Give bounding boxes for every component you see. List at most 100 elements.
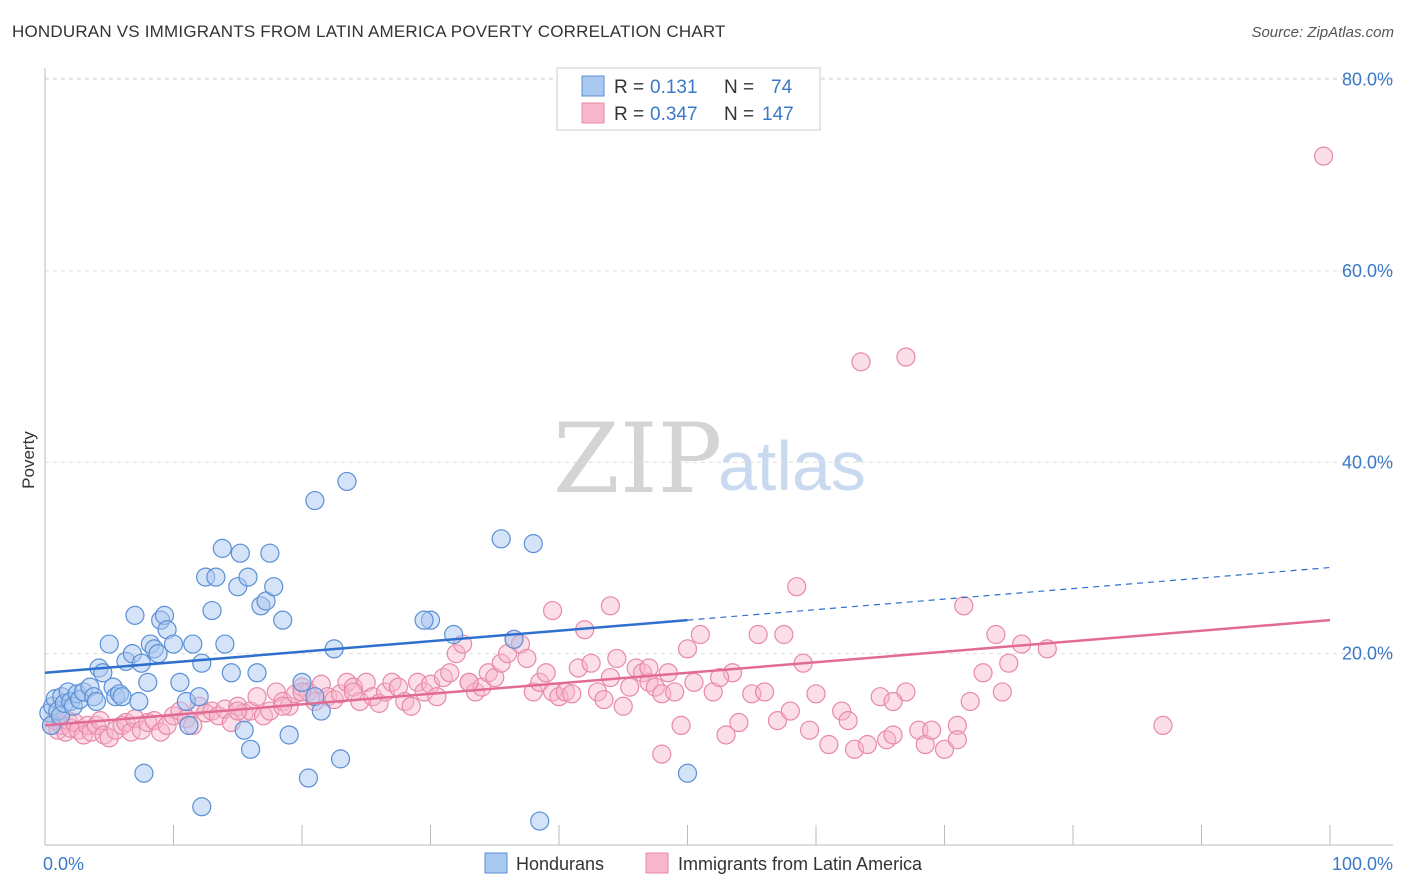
watermark-zip: ZIP (553, 403, 722, 515)
hondurans-point-64 (311, 701, 331, 721)
immigrants-point-89 (568, 658, 588, 678)
immigrants-point-150 (600, 596, 621, 616)
immigrants-point-109 (703, 682, 723, 702)
immigrants-point-42 (266, 682, 286, 702)
immigrants-point-74 (472, 677, 492, 697)
bottom-legend-swatch-hondurans (484, 852, 508, 874)
hondurans-point-37 (170, 672, 190, 692)
immigrants-point-88 (562, 684, 582, 704)
hondurans-point-70 (192, 797, 212, 817)
immigrants-trend-line (44, 618, 1331, 727)
immigrants-point-132 (915, 734, 935, 755)
immigrants-point-106 (677, 639, 698, 659)
hondurans-point-48 (221, 663, 241, 683)
immigrants-point-140 (992, 682, 1012, 702)
x-tick-label-max: 100.0% (1332, 854, 1393, 874)
hondurans-point-51 (234, 720, 254, 740)
hondurans-point-50 (230, 543, 250, 563)
immigrants-point-157 (883, 691, 903, 712)
immigrants-point-139 (986, 624, 1006, 645)
immigrants-point-120 (799, 720, 820, 740)
hondurans-point-75 (677, 763, 698, 783)
immigrants-point-83 (530, 672, 550, 692)
x-tick-label-min: 0.0% (43, 854, 84, 874)
immigrants-point-125 (844, 739, 865, 759)
immigrants-point-141 (999, 653, 1019, 673)
legend-r-value-1: 0.131 (650, 77, 698, 98)
immigrants-point-39 (247, 687, 267, 707)
immigrants-point-156 (710, 667, 730, 688)
legend-n-label-1: N = (724, 77, 754, 98)
hondurans-point-41 (189, 687, 209, 707)
hondurans-point-26 (125, 605, 145, 625)
immigrants-point-147 (896, 347, 916, 367)
hondurans-point-66 (330, 749, 351, 769)
immigrants-point-151 (787, 577, 807, 597)
immigrants-point-127 (870, 687, 890, 707)
hondurans-point-46 (212, 538, 232, 558)
immigrants-point-133 (922, 720, 942, 740)
hondurans-point-62 (298, 768, 319, 788)
legend-n-label-2: N = (724, 104, 754, 125)
legend-r-value-2: 0.347 (650, 104, 698, 125)
immigrants-point-95 (607, 648, 627, 669)
immigrants-point-145 (1313, 146, 1334, 166)
immigrants-point-149 (652, 744, 672, 764)
immigrants-point-112 (729, 712, 749, 733)
immigrants-point-70 (446, 644, 466, 664)
immigrants-point-110 (716, 725, 736, 745)
chart-source: Source: ZipAtlas.com (1251, 24, 1394, 41)
immigrants-point-126 (857, 734, 878, 755)
trend-lines (44, 566, 1331, 727)
bottom-legend-label-immigrants: Immigrants from Latin America (678, 854, 923, 874)
hondurans-point-52 (238, 567, 258, 587)
legend-swatch-immigrants (581, 102, 605, 124)
hondurans-point-19 (99, 634, 119, 654)
immigrants-point-144 (1153, 715, 1173, 736)
hondurans-point-23 (112, 687, 132, 707)
immigrants-point-65 (414, 682, 434, 702)
immigrants-point-130 (896, 682, 916, 702)
hondurans-point-74 (530, 811, 550, 831)
immigrants-point-84 (536, 663, 556, 683)
hondurans-point-61 (292, 672, 312, 692)
hondurans-point-16 (86, 691, 107, 712)
hondurans-point-68 (305, 490, 325, 511)
hondurans-point-27 (129, 691, 149, 712)
y-axis-title: Poverty (19, 431, 38, 489)
immigrants-point-82 (523, 682, 543, 702)
bottom-legend-label-hondurans: Hondurans (516, 854, 604, 874)
immigrants-point-15 (99, 728, 119, 748)
hondurans-point-72 (414, 610, 434, 630)
immigrants-point-54 (343, 677, 363, 697)
immigrants-point-108 (690, 624, 710, 645)
immigrants-point-14 (94, 725, 114, 745)
immigrants-point-122 (819, 734, 839, 755)
immigrants-point-129 (883, 725, 903, 745)
hondurans-point-53 (241, 739, 261, 759)
y-tick-label-60: 60.0% (1342, 261, 1393, 281)
immigrants-point-9 (73, 725, 94, 745)
immigrants-point-124 (838, 711, 858, 731)
immigrants-point-116 (767, 711, 788, 731)
immigrants-point-136 (954, 596, 974, 616)
immigrants-point-117 (774, 624, 794, 645)
immigrants-point-135 (947, 715, 967, 736)
immigrants-point-107 (684, 672, 704, 692)
legend-swatch-hondurans (581, 75, 605, 97)
series-legend: Hondurans Immigrants from Latin America (484, 852, 923, 874)
hondurans-trend-line (44, 618, 688, 675)
immigrants-point-114 (748, 624, 768, 645)
hondurans-point-42 (192, 653, 212, 673)
hondurans-point-45 (206, 567, 226, 587)
hondurans-trend-extension (687, 566, 1331, 621)
hondurans-point-47 (215, 634, 235, 654)
immigrants-point-69 (440, 663, 460, 683)
hondurans-point-29 (138, 672, 158, 692)
hondurans-point-54 (247, 663, 267, 683)
hondurans-point-32 (148, 644, 168, 664)
hondurans-point-40 (183, 634, 203, 654)
series-hondurans-points (39, 471, 698, 831)
y-tick-label-40: 40.0% (1342, 452, 1393, 472)
